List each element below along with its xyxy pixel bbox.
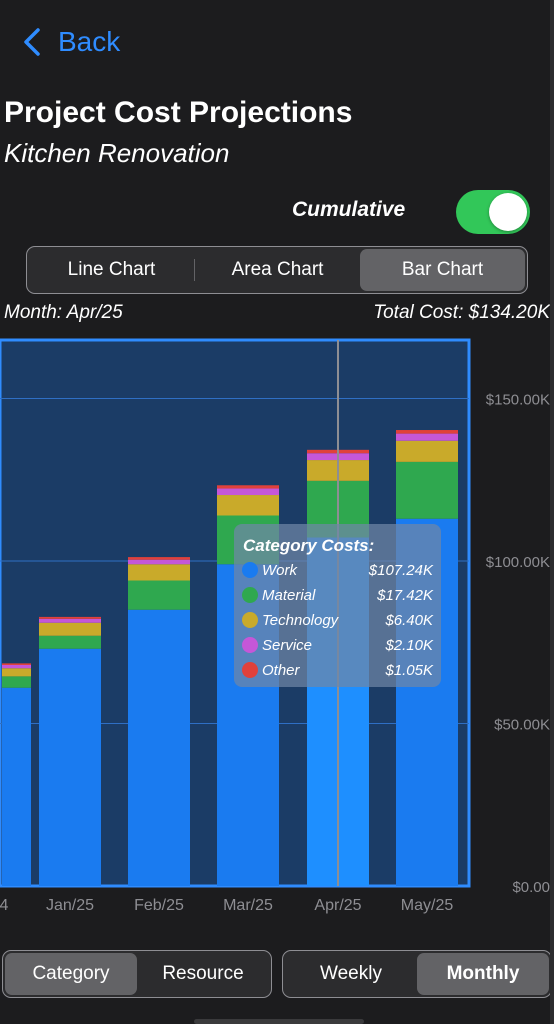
- bar-segment-other[interactable]: [217, 485, 279, 489]
- bar-segment-material[interactable]: [39, 635, 101, 649]
- legend-swatch-technology: [242, 612, 258, 628]
- category-costs-tooltip: Category Costs: Work $107.24K Material $17.…: [234, 524, 441, 687]
- x-tick-label: Jan/25: [46, 897, 94, 914]
- tab-monthly[interactable]: Monthly: [417, 953, 549, 995]
- legend-swatch-material: [242, 587, 258, 603]
- bar-segment-technology[interactable]: [396, 440, 458, 462]
- tooltip-rows: Work $107.24K Material $17.42K Technology $6.…: [242, 562, 434, 679]
- tooltip-row-name: Other: [262, 662, 301, 679]
- group-by-segmented-control: Category Resource: [2, 950, 272, 998]
- tooltip-row-value: $17.42K: [376, 587, 434, 604]
- bar-segment-technology[interactable]: [128, 564, 190, 581]
- tooltip-row-name: Work: [262, 562, 298, 579]
- chart-type-segmented-control: Line Chart Area Chart Bar Chart: [26, 246, 528, 294]
- tooltip-row-value: $6.40K: [384, 612, 434, 629]
- y-tick-label: $100.00K: [486, 554, 550, 571]
- bar-segment-technology[interactable]: [39, 622, 101, 636]
- legend-swatch-service: [242, 637, 258, 653]
- tooltip-row-value: $2.10K: [384, 637, 434, 654]
- y-tick-label: $150.00K: [486, 392, 550, 409]
- page-subtitle: Kitchen Renovation: [4, 138, 230, 168]
- tooltip-row-value: $1.05K: [384, 662, 434, 679]
- y-tick-label: $0.00: [512, 879, 550, 896]
- bar-segment-technology[interactable]: [0, 668, 31, 677]
- cost-bar-chart[interactable]: $0.00 $50.00K $100.00K $150.00K 4 Jan/25 Feb/…: [0, 330, 554, 920]
- bar-segment-service[interactable]: [128, 559, 190, 565]
- tab-category[interactable]: Category: [5, 953, 137, 995]
- bar-segment-other[interactable]: [396, 430, 458, 434]
- tab-resource[interactable]: Resource: [162, 963, 244, 984]
- bar-segment-service[interactable]: [217, 488, 279, 496]
- bar-segment-material[interactable]: [396, 461, 458, 519]
- tab-area-chart[interactable]: Area Chart: [231, 259, 324, 280]
- tooltip-row-name: Technology: [262, 612, 340, 629]
- bar-segment-work[interactable]: [0, 687, 31, 886]
- bar-segment-work[interactable]: [39, 648, 101, 886]
- tab-line-chart[interactable]: Line Chart: [67, 259, 156, 280]
- back-button[interactable]: Back: [22, 24, 120, 60]
- x-axis-labels: 4 Jan/25 Feb/25 Mar/25 Apr/25 May/25: [0, 897, 453, 914]
- tooltip-row-name: Material: [262, 587, 316, 604]
- tooltip-row-value: $107.24K: [368, 562, 434, 579]
- bar-segment-material[interactable]: [128, 580, 190, 610]
- tab-bar-chart[interactable]: Bar Chart: [360, 249, 525, 291]
- back-label: Back: [58, 26, 121, 57]
- selected-month-label: Month: Apr/25: [4, 302, 123, 323]
- bar-segment-service[interactable]: [396, 433, 458, 441]
- scroll-edge: [550, 0, 554, 1024]
- x-tick-label: May/25: [401, 897, 454, 914]
- chevron-left-icon: [24, 28, 40, 56]
- legend-swatch-other: [242, 662, 258, 678]
- bar-segment-other[interactable]: [0, 663, 31, 665]
- tooltip-background: [234, 524, 441, 687]
- x-tick-label: 4: [0, 897, 9, 914]
- bar-segment-service[interactable]: [39, 618, 101, 623]
- bar-segment-technology[interactable]: [217, 495, 279, 516]
- bar-segment-other[interactable]: [128, 557, 190, 560]
- segment-divider: [194, 259, 195, 281]
- cumulative-toggle[interactable]: [456, 190, 530, 234]
- bar-segment-other[interactable]: [39, 616, 101, 619]
- x-tick-label: Apr/25: [314, 897, 361, 914]
- page-title: Project Cost Projections: [4, 96, 353, 129]
- y-axis-labels: $0.00 $50.00K $100.00K $150.00K: [486, 392, 550, 897]
- period-segmented-control: Weekly Monthly: [282, 950, 552, 998]
- bar-segment-service[interactable]: [0, 665, 31, 669]
- x-tick-label: Mar/25: [223, 897, 273, 914]
- legend-swatch-work: [242, 562, 258, 578]
- bar-segment-work[interactable]: [128, 609, 190, 886]
- x-tick-label: Feb/25: [134, 897, 184, 914]
- total-cost-label: Total Cost: $134.20K: [373, 302, 550, 323]
- cumulative-label: Cumulative: [292, 198, 406, 221]
- tooltip-title: Category Costs:: [243, 536, 374, 555]
- tooltip-row-name: Service: [262, 637, 312, 654]
- toggle-knob: [489, 193, 527, 231]
- tab-weekly[interactable]: Weekly: [320, 963, 382, 984]
- y-tick-label: $50.00K: [494, 717, 550, 734]
- home-indicator: [194, 1019, 364, 1024]
- bar-segment-material[interactable]: [0, 676, 31, 688]
